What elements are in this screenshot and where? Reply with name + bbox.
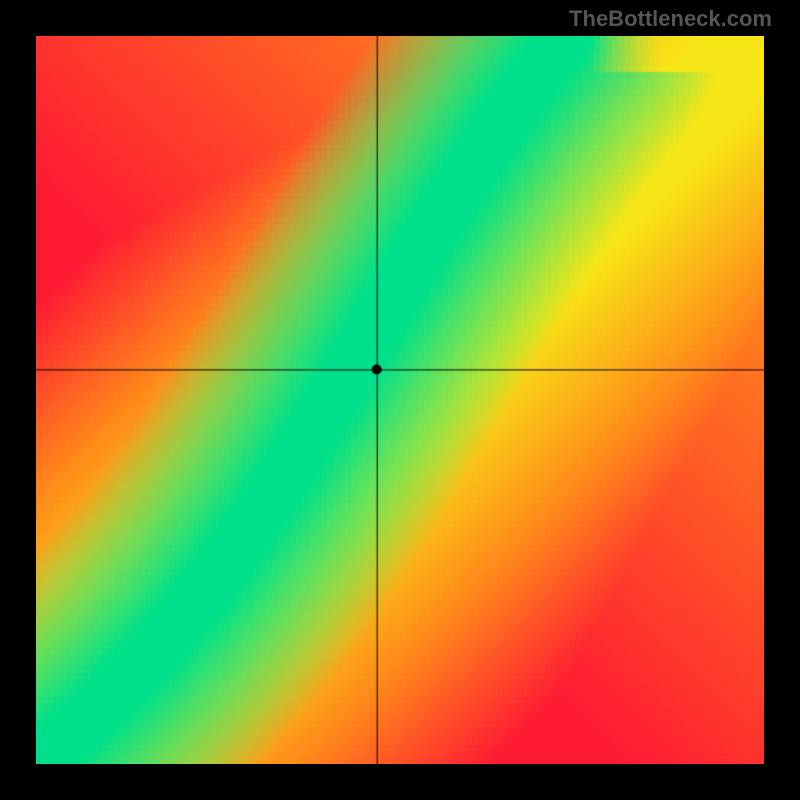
chart-container: TheBottleneck.com xyxy=(0,0,800,800)
heatmap-canvas xyxy=(36,36,764,764)
plot-area xyxy=(36,36,764,764)
watermark-text: TheBottleneck.com xyxy=(569,6,772,32)
